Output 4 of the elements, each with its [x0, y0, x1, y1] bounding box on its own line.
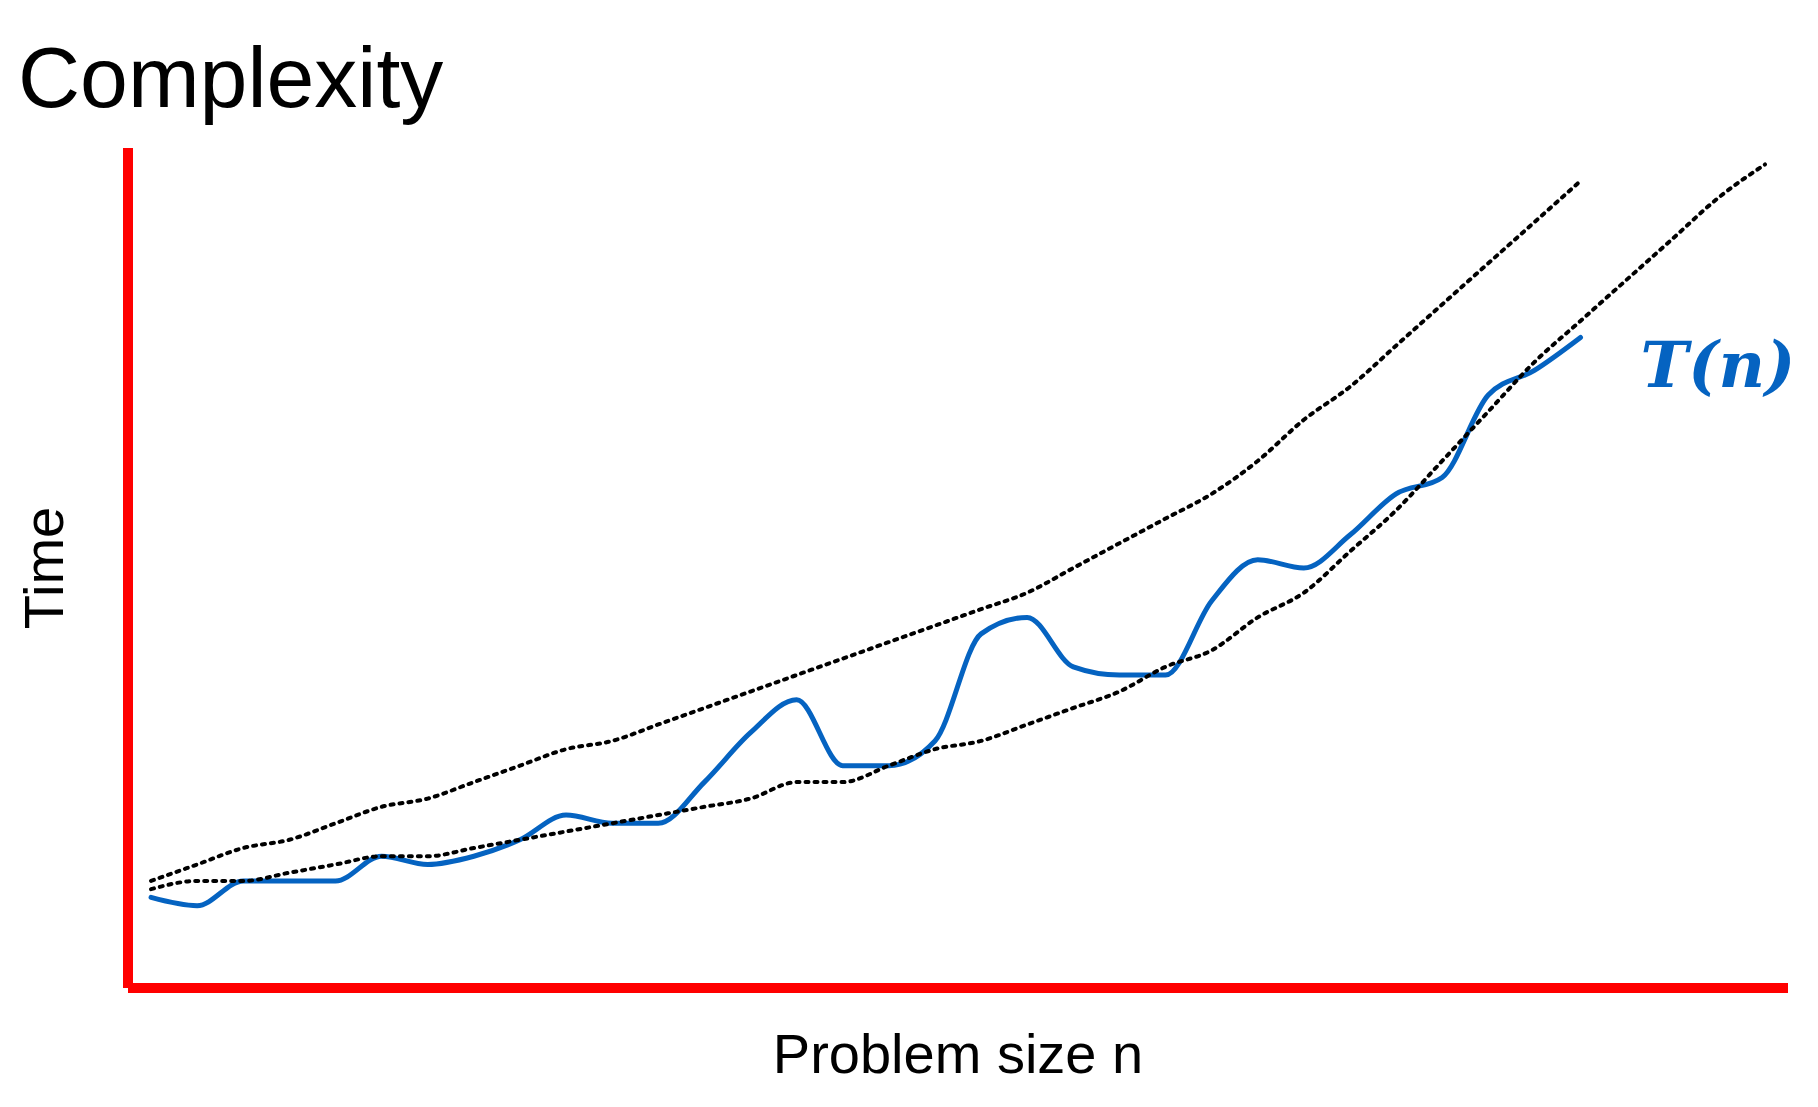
series-label: T(n) [1640, 327, 1796, 403]
x-axis-title: Problem size n [772, 1022, 1144, 1085]
y-axis-title: Time [11, 506, 75, 630]
chart-title: Complexity [18, 28, 444, 127]
